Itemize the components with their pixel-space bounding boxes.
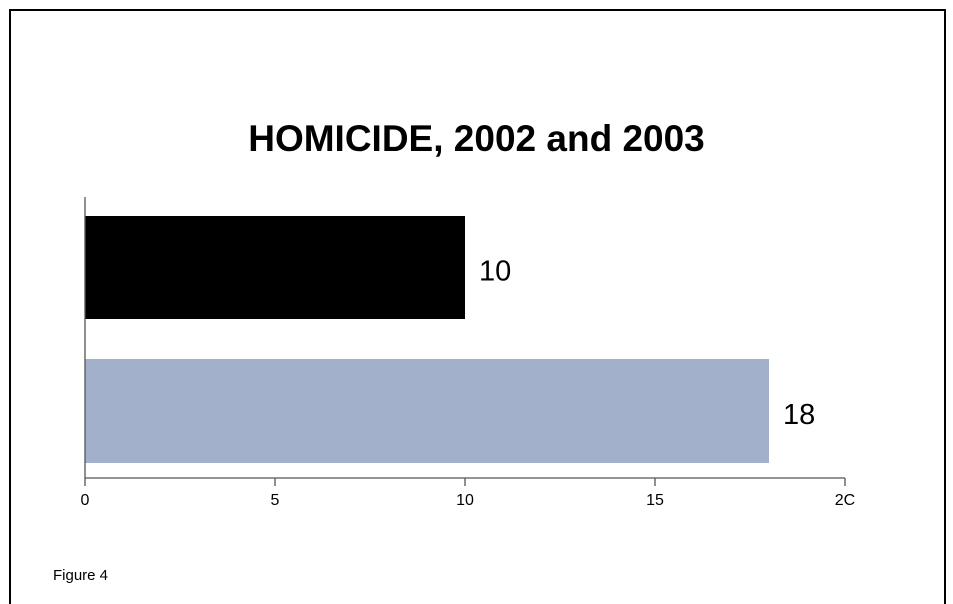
bar-value-label-0: 10 — [479, 256, 511, 288]
x-tick-label-1: 5 — [271, 492, 280, 509]
chart-title: HOMICIDE, 2002 and 2003 — [248, 118, 705, 159]
bar-1 — [85, 359, 769, 463]
x-tick-label-3: 15 — [646, 492, 664, 509]
x-tick-label-2: 10 — [456, 492, 474, 509]
bar-value-label-1: 18 — [783, 399, 815, 431]
bar-0 — [85, 216, 465, 319]
x-tick-label-4: 2C — [835, 492, 855, 509]
x-tick-label-0: 0 — [81, 492, 90, 509]
figure-caption: Figure 4 — [53, 567, 109, 584]
